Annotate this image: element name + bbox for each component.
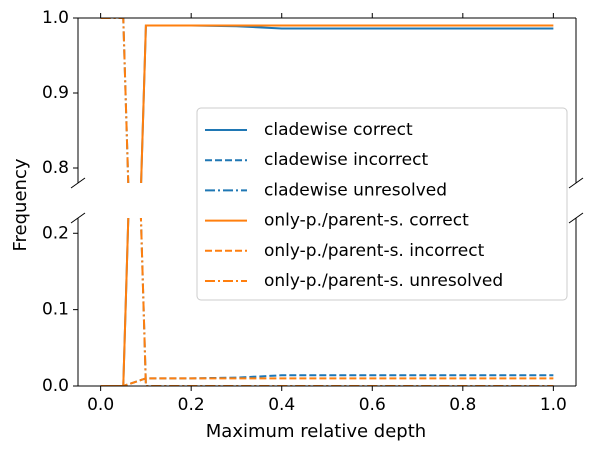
legend-label: only-p./parent-s. unresolved [264,271,503,291]
axis-break [70,212,86,224]
series-line [140,24,554,183]
legend-label: only-p./parent-s. incorrect [264,241,485,261]
plot-area [100,18,554,183]
y-tick-label: 0.2 [42,223,69,243]
axis-break [70,177,86,189]
x-tick-label: 0.4 [268,395,295,415]
legend-label: cladewise incorrect [264,150,428,170]
x-tick-label: 0.0 [87,395,114,415]
y-tick-label: 0.8 [42,158,69,178]
axis-break [568,177,584,189]
series-line [100,377,554,386]
x-tick-label: 0.2 [178,395,205,415]
x-tick-label: 0.8 [449,395,476,415]
y-tick-label: 0.9 [42,83,69,103]
x-tick-label: 0.6 [359,395,386,415]
axis-break [568,212,584,224]
x-tick-label: 1.0 [540,395,567,415]
legend-box [196,107,568,301]
y-tick-label: 0.0 [42,376,69,396]
y-tick-label: 1.0 [42,8,69,28]
legend: cladewise correct cladewise incorrect clad… [196,107,568,301]
x-axis-label: Maximum relative depth [206,421,426,442]
y-tick-label: 0.1 [42,300,69,320]
legend-label: cladewise correct [264,120,413,140]
y-axis-label: Frequency [10,158,31,251]
series-line [100,374,554,386]
legend-label: only-p./parent-s. correct [264,211,469,231]
plot-area [100,218,554,386]
legend-label: cladewise unresolved [264,180,447,200]
